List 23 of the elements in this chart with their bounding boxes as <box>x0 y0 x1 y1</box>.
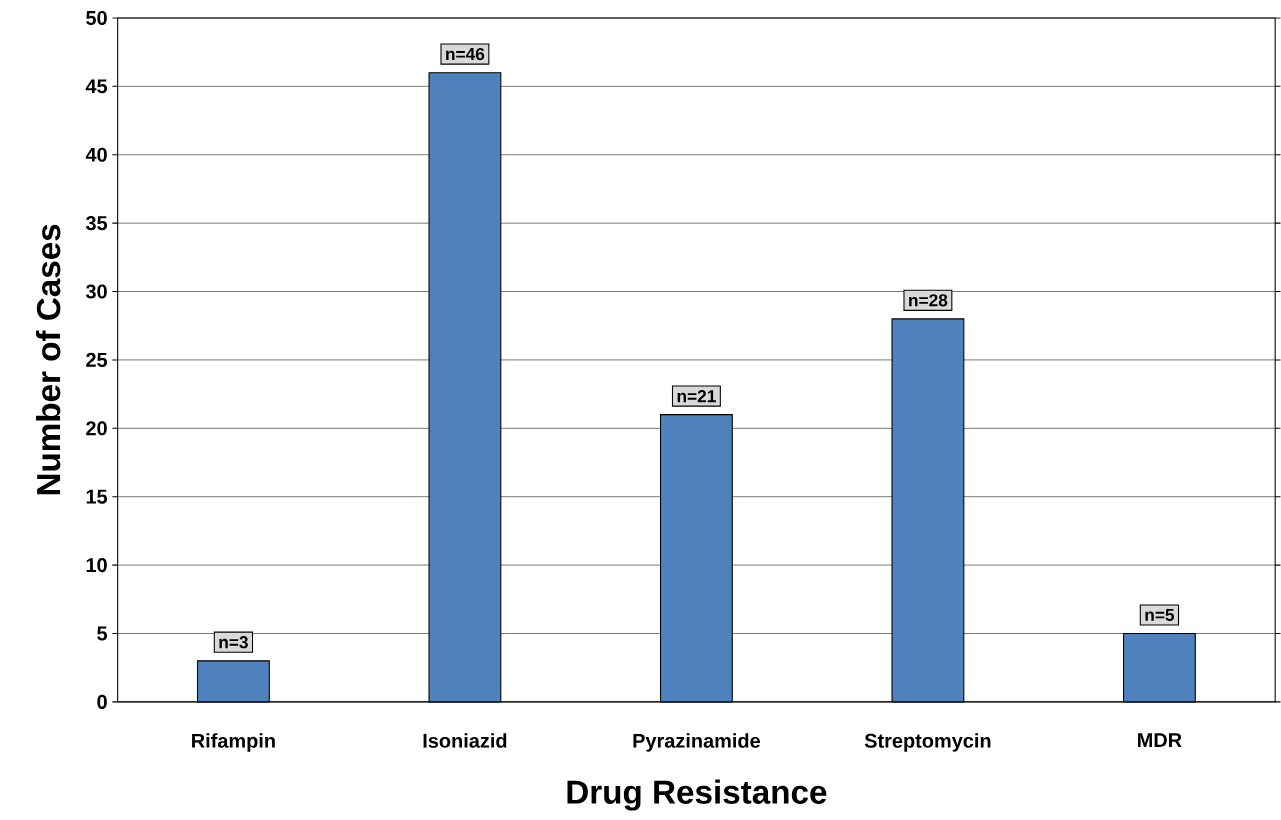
x-tick-label: Pyrazinamide <box>633 733 760 752</box>
y-tick-label: 5 <box>97 626 108 641</box>
y-tick-label: 10 <box>86 558 107 573</box>
y-tick-label: 45 <box>85 79 108 94</box>
y-axis-title: Number of Cases <box>35 224 61 495</box>
y-tick-label: 0 <box>97 695 107 710</box>
data-label: n=46 <box>446 48 485 61</box>
y-tick-label: 20 <box>86 421 107 436</box>
y-tick-label: 35 <box>85 216 108 231</box>
x-axis-title: Drug Resistance <box>567 779 827 811</box>
x-tick-label: MDR <box>1138 733 1182 748</box>
y-tick-label: 15 <box>86 489 108 504</box>
data-label: n=21 <box>677 390 716 403</box>
data-label: n=3 <box>219 636 248 649</box>
y-tick-label: 30 <box>85 284 107 299</box>
y-tick-label: 25 <box>86 353 108 368</box>
x-tick-label: Rifampin <box>192 733 275 752</box>
x-tick-label: Isoniazid <box>423 733 507 749</box>
x-tick-label: Streptomycin <box>864 733 991 752</box>
y-tick-label: 50 <box>86 11 107 26</box>
y-tick-label: 40 <box>85 147 107 163</box>
data-label: n=28 <box>909 294 948 307</box>
data-label: n=5 <box>1145 609 1175 622</box>
